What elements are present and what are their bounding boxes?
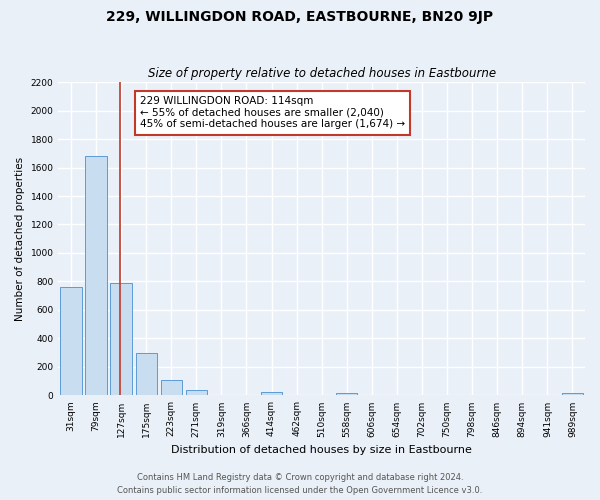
Bar <box>136 354 157 396</box>
X-axis label: Distribution of detached houses by size in Eastbourne: Distribution of detached houses by size … <box>171 445 472 455</box>
Bar <box>110 283 132 396</box>
Bar <box>85 156 107 396</box>
Text: Contains HM Land Registry data © Crown copyright and database right 2024.
Contai: Contains HM Land Registry data © Crown c… <box>118 473 482 495</box>
Bar <box>60 287 82 396</box>
Text: 229, WILLINGDON ROAD, EASTBOURNE, BN20 9JP: 229, WILLINGDON ROAD, EASTBOURNE, BN20 9… <box>106 10 494 24</box>
Y-axis label: Number of detached properties: Number of detached properties <box>15 156 25 321</box>
Bar <box>161 380 182 396</box>
Bar <box>562 393 583 396</box>
Title: Size of property relative to detached houses in Eastbourne: Size of property relative to detached ho… <box>148 66 496 80</box>
Bar <box>336 393 358 396</box>
Bar <box>261 392 282 396</box>
Bar <box>185 390 207 396</box>
Text: 229 WILLINGDON ROAD: 114sqm
← 55% of detached houses are smaller (2,040)
45% of : 229 WILLINGDON ROAD: 114sqm ← 55% of det… <box>140 96 405 130</box>
